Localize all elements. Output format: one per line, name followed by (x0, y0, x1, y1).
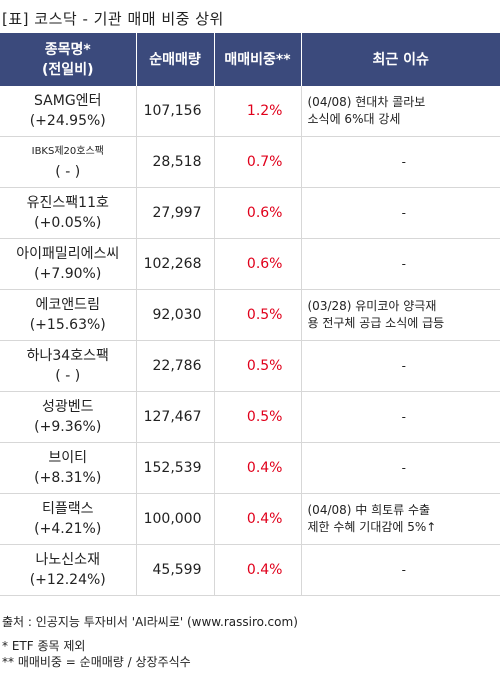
stock-change: (+9.36%) (34, 419, 102, 435)
stock-name: 유진스팩11호 (26, 195, 109, 211)
table-row: 하나34호스팩 ( - ) 22,786 0.5% - (0, 340, 500, 392)
net-volume: 28,518 (136, 136, 215, 188)
table-row: SAMG엔터 (+24.95%) 107,156 1.2% (04/08) 현대차 콜라… (0, 86, 500, 137)
trade-ratio: 1.2% (214, 86, 302, 137)
table-header-row: 종목명* (전일비) 순매매량 매매비중** 최근 이슈 (0, 33, 500, 86)
header-issue: 최근 이슈 (301, 33, 500, 86)
net-volume: 27,997 (136, 187, 215, 239)
recent-issue: - (301, 442, 500, 494)
trade-ratio: 0.6% (214, 187, 302, 239)
stock-name: 브이티 (48, 450, 88, 466)
table-row: IBKS제20호스팩 ( - ) 28,518 0.7% - (0, 136, 500, 188)
net-volume: 45,599 (136, 544, 215, 596)
etf-note: * ETF 종목 제외 (2, 639, 86, 653)
stock-name: 성광벤드 (41, 399, 94, 415)
net-volume: 92,030 (136, 289, 215, 341)
stock-name-cell: SAMG엔터 (+24.95%) (0, 86, 137, 137)
table-row: 에코앤드림 (+15.63%) 92,030 0.5% (03/28) 유미코아 양극재… (0, 289, 500, 341)
header-volume: 순매매량 (136, 33, 215, 86)
stock-change: ( - ) (55, 368, 81, 384)
stock-change: (+0.05%) (34, 215, 102, 231)
stock-name: IBKS제20호스팩 (31, 146, 104, 157)
stock-name: 하나34호스팩 (26, 348, 109, 364)
table-row: 아이패밀리에스씨 (+7.90%) 102,268 0.6% - (0, 238, 500, 290)
stock-name-cell: 아이패밀리에스씨 (+7.90%) (0, 238, 137, 290)
stock-name-cell: 에코앤드림 (+15.63%) (0, 289, 137, 341)
recent-issue: (04/08) 中 희토류 수출 제한 수혜 기대감에 5%↑ (301, 493, 500, 545)
stock-name-cell: 유진스팩11호 (+0.05%) (0, 187, 137, 239)
stock-change: (+12.24%) (29, 572, 106, 588)
table-row: 유진스팩11호 (+0.05%) 27,997 0.6% - (0, 187, 500, 239)
trade-ratio: 0.5% (214, 391, 302, 443)
stock-change: (+8.31%) (34, 470, 102, 486)
stock-change: (+24.95%) (29, 113, 106, 129)
recent-issue: - (301, 187, 500, 239)
table-row: 나노신소재 (+12.24%) 45,599 0.4% - (0, 544, 500, 596)
stock-change: ( - ) (55, 164, 81, 180)
page-title: [표] 코스닥 - 기관 매매 비중 상위 (2, 10, 224, 28)
net-volume: 100,000 (136, 493, 215, 545)
net-volume: 102,268 (136, 238, 215, 290)
stock-name-cell: 티플랙스 (+4.21%) (0, 493, 137, 545)
table-row: 성광벤드 (+9.36%) 127,467 0.5% - (0, 391, 500, 443)
stock-name-cell: IBKS제20호스팩 ( - ) (0, 136, 137, 188)
stock-name-cell: 성광벤드 (+9.36%) (0, 391, 137, 443)
net-volume: 152,539 (136, 442, 215, 494)
net-volume: 22,786 (136, 340, 215, 392)
source-note: 출처 : 인공지능 투자비서 'AI라씨로' (www.rassiro.com) (2, 615, 298, 629)
recent-issue: - (301, 340, 500, 392)
recent-issue: - (301, 136, 500, 188)
trade-ratio: 0.4% (214, 442, 302, 494)
recent-issue: (03/28) 유미코아 양극재 용 전구체 공급 소식에 급등 (301, 289, 500, 341)
stock-name: 에코앤드림 (35, 297, 100, 313)
trade-ratio: 0.4% (214, 544, 302, 596)
stock-change: (+15.63%) (29, 317, 106, 333)
recent-issue: - (301, 544, 500, 596)
stock-change: (+7.90%) (34, 266, 102, 282)
net-volume: 127,467 (136, 391, 215, 443)
header-name: 종목명* (전일비) (0, 33, 137, 86)
stock-name: SAMG엔터 (34, 93, 102, 109)
trade-ratio: 0.7% (214, 136, 302, 188)
stock-name: 티플랙스 (41, 501, 94, 517)
stock-change: (+4.21%) (34, 521, 102, 537)
net-volume: 107,156 (136, 86, 215, 137)
header-ratio: 매매비중** (214, 33, 302, 86)
stock-name-cell: 나노신소재 (+12.24%) (0, 544, 137, 596)
stock-name-cell: 브이티 (+8.31%) (0, 442, 137, 494)
stock-name: 나노신소재 (35, 552, 100, 568)
trade-ratio: 0.4% (214, 493, 302, 545)
table-row: 티플랙스 (+4.21%) 100,000 0.4% (04/08) 中 희토류 수출 … (0, 493, 500, 545)
trade-ratio: 0.6% (214, 238, 302, 290)
trade-ratio: 0.5% (214, 289, 302, 341)
institution-trading-table: 종목명* (전일비) 순매매량 매매비중** 최근 이슈 SAMG엔터 (+24.… (0, 33, 500, 596)
stock-name: 아이패밀리에스씨 (16, 246, 120, 262)
trade-ratio: 0.5% (214, 340, 302, 392)
table-row: 브이티 (+8.31%) 152,539 0.4% - (0, 442, 500, 494)
recent-issue: - (301, 238, 500, 290)
stock-name-cell: 하나34호스팩 ( - ) (0, 340, 137, 392)
recent-issue: (04/08) 현대차 콜라보 소식에 6%대 강세 (301, 86, 500, 137)
ratio-note: ** 매매비중 = 순매매량 / 상장주식수 (2, 655, 191, 669)
recent-issue: - (301, 391, 500, 443)
